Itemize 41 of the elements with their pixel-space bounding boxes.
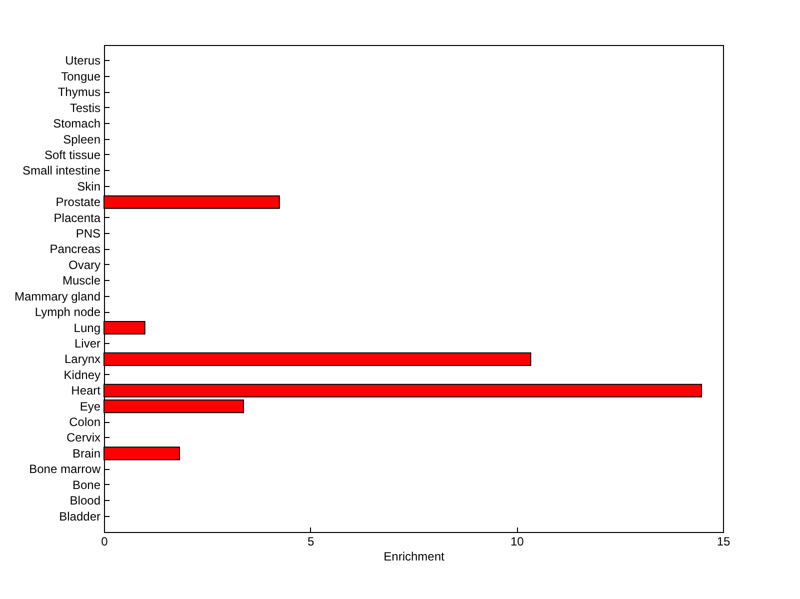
y-tick-label: Bladder — [59, 509, 100, 524]
x-tick-label: 15 — [716, 534, 730, 548]
y-tick-label: Testis — [70, 100, 100, 115]
bar — [104, 195, 280, 209]
y-tick-label: Skin — [77, 179, 100, 194]
y-tick-label: Lymph node — [34, 305, 101, 320]
bar — [104, 320, 146, 335]
y-tick-label: Bone marrow — [29, 462, 101, 476]
y-tick-label: Kidney — [64, 368, 100, 382]
x-tick-label: 10 — [510, 534, 524, 548]
x-axis-title: Enrichment — [384, 550, 446, 564]
y-tick-label: Prostate — [56, 195, 101, 210]
y-tick-label: Small intestine — [22, 164, 101, 178]
bar — [104, 384, 702, 398]
y-tick-label: Liver — [74, 336, 100, 350]
y-tick-label: Spleen — [63, 132, 100, 146]
y-tick-label: Soft tissue — [44, 148, 101, 162]
y-tick-label: Pancreas — [50, 242, 100, 256]
y-tick-label: Stomach — [53, 116, 100, 131]
x-tick-label: 0 — [101, 534, 108, 548]
y-tick-label: Eye — [80, 399, 101, 414]
y-tick-label: Cervix — [66, 430, 100, 445]
y-tick-label: Placenta — [54, 210, 101, 225]
y-tick-label: Thymus — [58, 85, 100, 100]
y-tick-label: Colon — [69, 415, 100, 430]
y-tick-label: Larynx — [64, 352, 100, 366]
bar — [104, 446, 180, 460]
y-tick-label: Ovary — [68, 258, 100, 272]
bar — [104, 400, 244, 414]
y-tick-label: PNS — [76, 226, 100, 241]
y-tick-label: Muscle — [62, 274, 101, 288]
bar — [104, 352, 532, 366]
y-tick-label: Uterus — [65, 54, 100, 68]
y-tick-label: Heart — [71, 384, 102, 398]
y-tick-label: Mammary gland — [14, 289, 100, 304]
x-tick-label: 5 — [307, 534, 314, 548]
y-tick-label: Tongue — [61, 69, 101, 84]
y-tick-label: Blood — [70, 494, 100, 508]
y-tick-label: Lung — [74, 320, 100, 335]
y-tick-label: Brain — [72, 446, 100, 460]
y-tick-label: Bone — [72, 478, 101, 492]
